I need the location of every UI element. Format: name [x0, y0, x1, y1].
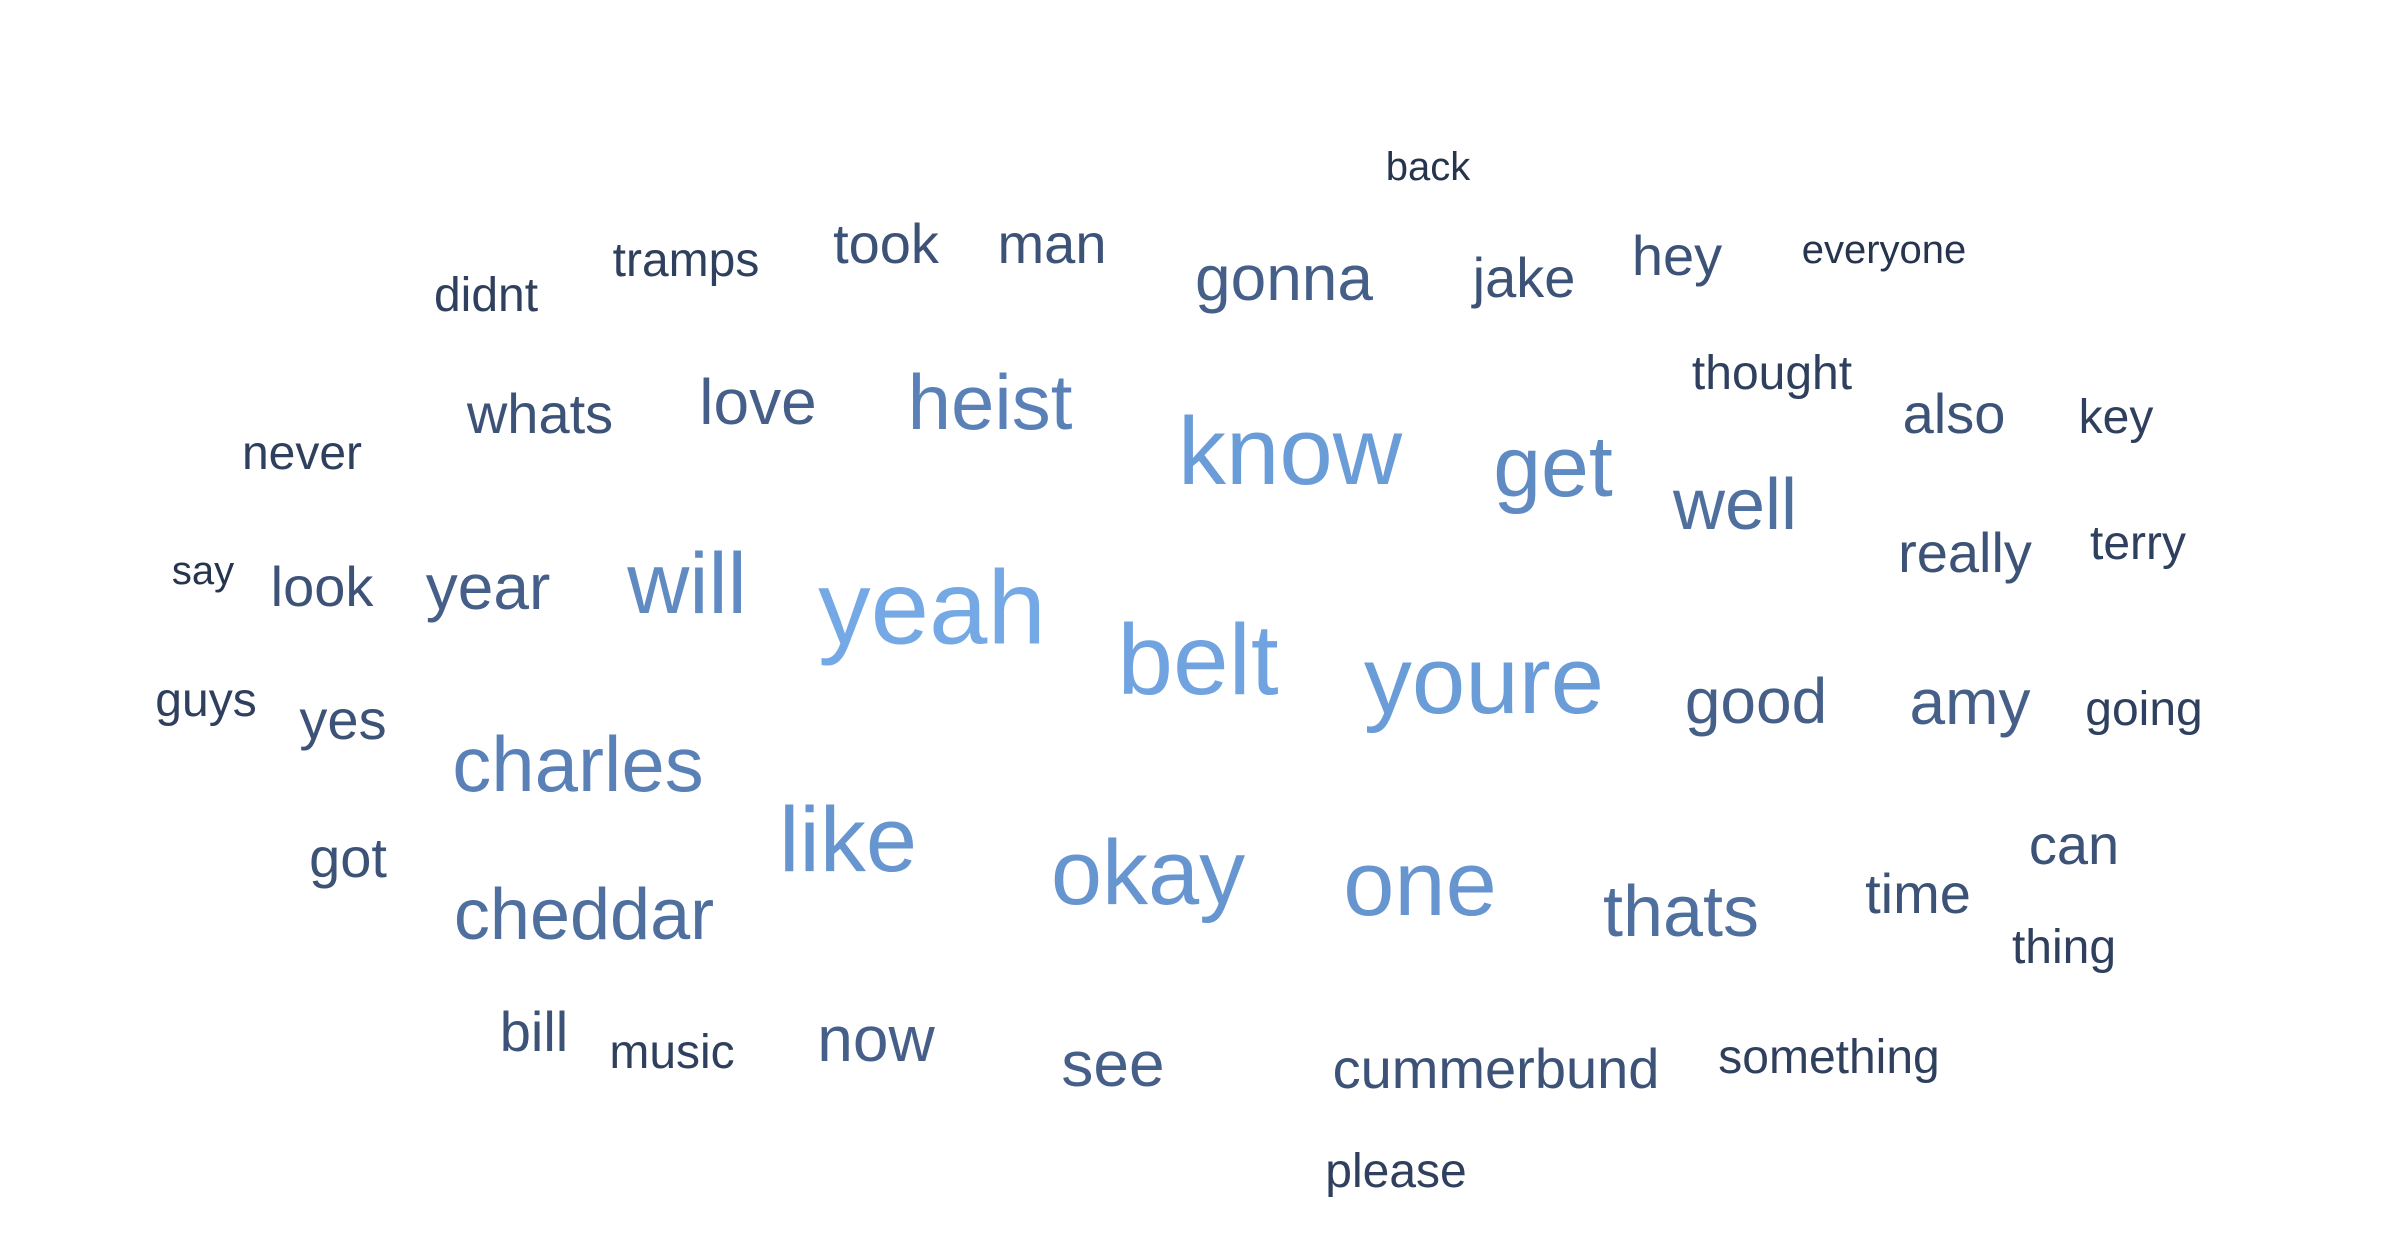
- word-jake: jake: [1472, 246, 1576, 309]
- word-know: know: [1177, 398, 1403, 505]
- word-youre: youre: [1363, 627, 1605, 734]
- word-terry: terry: [2090, 517, 2186, 570]
- word-like: like: [778, 789, 918, 891]
- word-get: get: [1493, 419, 1613, 515]
- word-going: going: [2085, 683, 2203, 736]
- word-belt: belt: [1117, 604, 1279, 716]
- word-everyone: everyone: [1801, 228, 1967, 272]
- word-man: man: [997, 212, 1107, 275]
- word-thought: thought: [1691, 347, 1853, 400]
- word-charles: charles: [452, 720, 704, 808]
- word-look: look: [270, 555, 374, 618]
- word-can: can: [2028, 813, 2120, 876]
- word-something: something: [1718, 1031, 1940, 1084]
- word-thing: thing: [2011, 921, 2117, 974]
- word-cheddar: cheddar: [453, 875, 715, 955]
- word-now: now: [817, 1003, 935, 1075]
- word-whats: whats: [466, 382, 614, 445]
- word-guys: guys: [155, 674, 257, 727]
- word-cummerbund: cummerbund: [1332, 1037, 1660, 1100]
- word-tramps: tramps: [612, 234, 760, 287]
- word-please: please: [1325, 1145, 1467, 1198]
- word-back: back: [1385, 145, 1471, 189]
- word-key: key: [2078, 391, 2154, 444]
- word-hey: hey: [1631, 224, 1723, 287]
- word-thats: thats: [1602, 872, 1760, 952]
- word-yes: yes: [299, 688, 387, 751]
- word-bill: bill: [499, 1000, 569, 1063]
- word-well: well: [1672, 465, 1798, 545]
- word-never: never: [241, 427, 363, 480]
- word-love: love: [699, 366, 817, 438]
- word-amy: amy: [1909, 666, 2031, 738]
- word-say: say: [171, 549, 235, 593]
- word-didnt: didnt: [433, 269, 539, 322]
- word-good: good: [1684, 665, 1828, 737]
- word-time: time: [1865, 862, 1971, 925]
- word-will: will: [627, 536, 747, 632]
- word-year: year: [425, 551, 551, 623]
- word-gonna: gonna: [1195, 242, 1373, 314]
- word-really: really: [1898, 521, 2032, 584]
- word-see: see: [1061, 1028, 1165, 1100]
- word-also: also: [1902, 382, 2006, 445]
- word-one: one: [1343, 833, 1497, 935]
- word-heist: heist: [907, 358, 1073, 446]
- word-took: took: [833, 212, 939, 275]
- word-okay: okay: [1050, 822, 1246, 924]
- word-yeah: yeah: [818, 549, 1046, 667]
- word-music: music: [609, 1026, 735, 1079]
- word-got: got: [309, 826, 387, 889]
